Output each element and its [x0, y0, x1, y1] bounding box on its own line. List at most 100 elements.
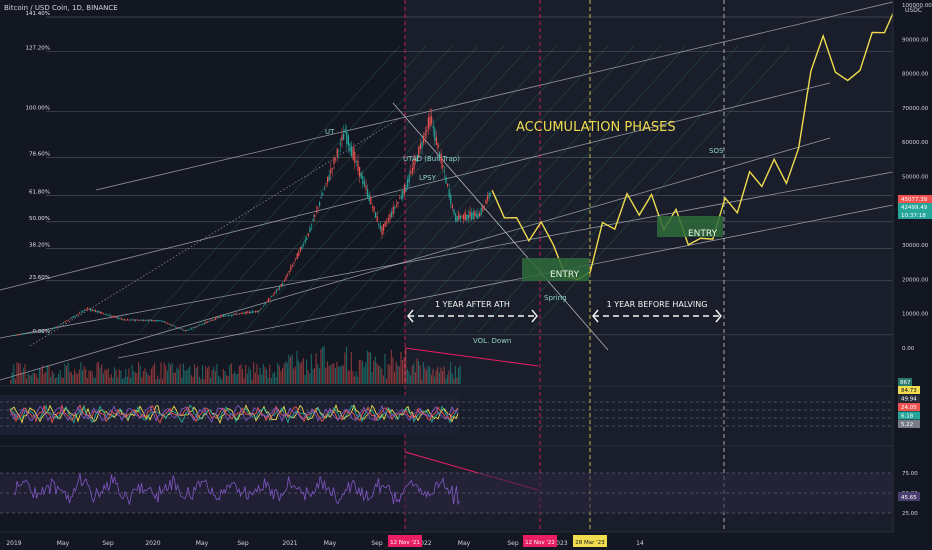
candle: [184, 330, 186, 332]
candle: [83, 309, 85, 311]
volume-bar: [259, 367, 261, 384]
rsi-level-label: 75.00: [902, 471, 918, 477]
volume-bar: [14, 378, 16, 384]
candle: [152, 320, 154, 321]
candle: [224, 315, 226, 317]
candle: [407, 179, 409, 187]
candle: [96, 310, 98, 313]
volume-bar: [384, 353, 386, 384]
candle: [469, 211, 471, 218]
candle: [203, 322, 205, 325]
volume-bar: [98, 362, 100, 384]
candle: [47, 330, 49, 332]
candle: [307, 233, 309, 237]
candle: [151, 319, 153, 322]
candle: [74, 315, 76, 317]
volume-bar: [370, 352, 372, 384]
volume-bar: [168, 362, 170, 384]
volume-bar: [274, 372, 276, 384]
candle: [288, 271, 290, 273]
candle: [18, 334, 20, 336]
candle: [138, 320, 140, 322]
candle: [453, 209, 455, 214]
time-axis-tick: Sep: [371, 540, 383, 547]
candle: [299, 247, 301, 252]
candle: [87, 308, 89, 309]
candle: [248, 311, 250, 314]
candle: [370, 197, 372, 205]
osc-value: 5.22: [901, 422, 913, 428]
candle: [421, 141, 423, 149]
candle: [23, 333, 25, 335]
candle: [264, 302, 266, 305]
candle: [368, 194, 370, 202]
volume-bar: [234, 371, 236, 384]
volume-bar: [134, 372, 136, 384]
candle: [34, 332, 36, 334]
volume-bar: [421, 379, 423, 384]
candle: [135, 319, 137, 321]
volume-bar: [210, 377, 212, 384]
candle: [456, 215, 458, 222]
price-axis-tick: 70000.00: [902, 106, 929, 112]
candle: [58, 325, 60, 327]
volume-bar: [30, 375, 32, 384]
volume-bar: [219, 377, 221, 384]
channel-line: [95, 1, 894, 191]
candle: [247, 311, 249, 313]
volume-bar: [144, 368, 146, 384]
volume-bar: [395, 361, 397, 384]
channel-line: [0, 171, 894, 339]
year-after-ath-label: 1 YEAR AFTER ATH: [435, 300, 510, 309]
candle: [322, 193, 324, 195]
time-axis-tick: May: [458, 540, 471, 547]
candle: [159, 320, 161, 321]
candle: [386, 222, 388, 224]
fib-level-label: 23.60%: [29, 275, 50, 281]
candle: [245, 311, 247, 315]
candle: [413, 159, 415, 170]
candle: [173, 325, 175, 327]
volume-bar: [184, 370, 186, 384]
candle: [333, 157, 335, 164]
candle: [311, 224, 313, 226]
volume-bar: [38, 368, 40, 384]
candle: [490, 193, 492, 194]
volume-bar: [398, 366, 400, 384]
volume-bar: [203, 379, 205, 384]
candle: [231, 314, 233, 316]
candle: [280, 284, 282, 287]
volume-bar: [133, 371, 135, 384]
accumulation-title: ACCUMULATION PHASES: [516, 120, 676, 135]
osc-value: 84.73: [901, 388, 917, 394]
volume-bar: [11, 372, 13, 384]
candle: [314, 214, 316, 217]
volume-bar: [368, 352, 370, 384]
volume-bar: [291, 354, 293, 384]
candle: [319, 201, 321, 206]
candle: [296, 253, 298, 260]
candle: [363, 181, 365, 187]
fan-line: [347, 45, 609, 333]
candle: [88, 309, 90, 310]
candle: [40, 331, 42, 333]
candle: [149, 319, 151, 321]
fan-line: [529, 45, 791, 333]
candle: [242, 313, 244, 314]
year-after-ath-arrow-left: [407, 309, 414, 323]
candle: [243, 312, 245, 314]
volume-bar: [218, 375, 220, 384]
candle: [320, 196, 322, 199]
candle: [80, 311, 82, 313]
projection-zone: [405, 0, 893, 532]
volume-bar: [186, 370, 188, 384]
volume-bar: [40, 368, 42, 384]
volume-bar: [18, 363, 20, 384]
volume-bar: [403, 357, 405, 384]
candle: [461, 215, 463, 217]
price-tag-bg: [898, 203, 932, 211]
volume-bar: [205, 366, 207, 384]
candle: [443, 171, 445, 173]
osc-value: 6.18: [901, 414, 914, 420]
